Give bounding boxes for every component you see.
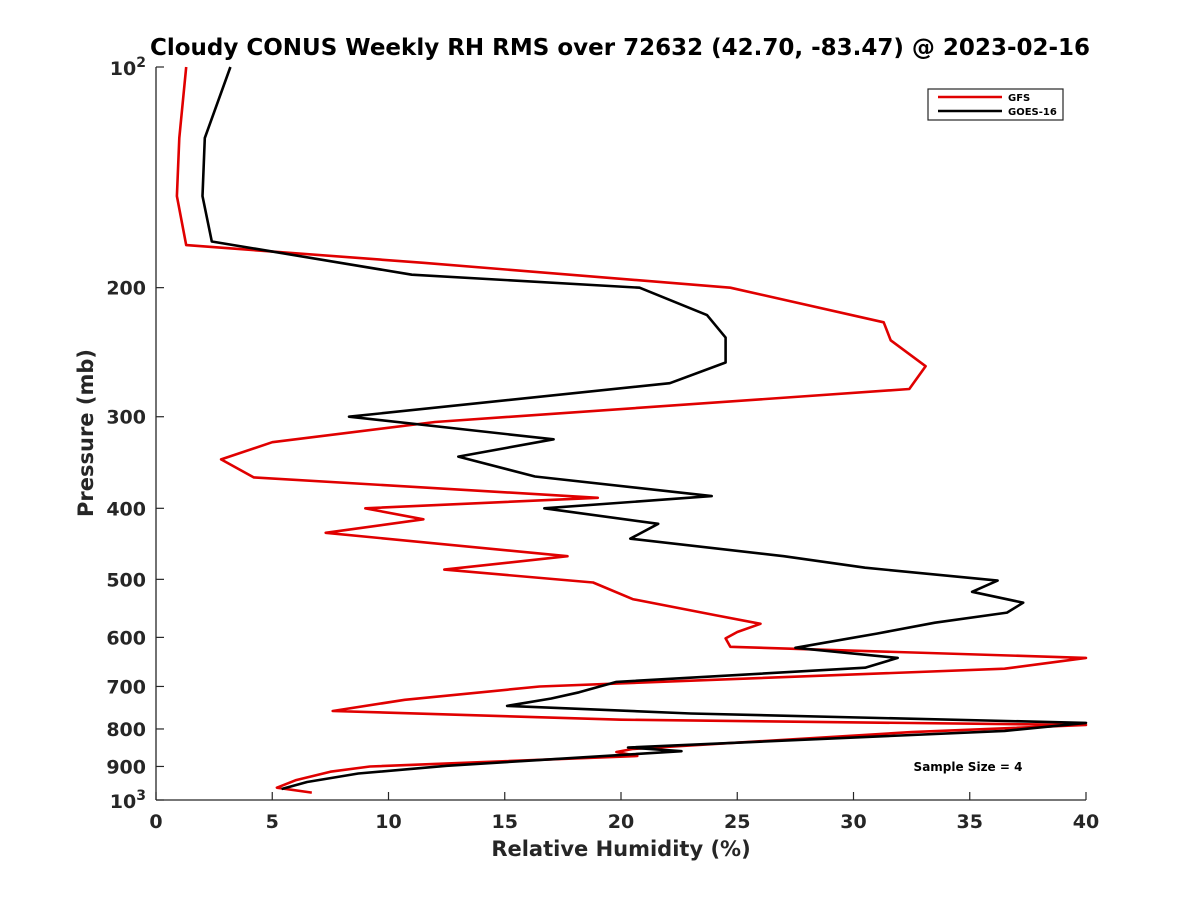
y-tick-label: 102	[110, 55, 146, 80]
x-tick-label: 20	[608, 811, 634, 833]
legend-label-gfs: GFS	[1008, 93, 1030, 104]
x-tick-label: 35	[957, 811, 983, 833]
x-tick-label: 5	[266, 811, 279, 833]
sample-size-annotation: Sample Size = 4	[914, 760, 1023, 774]
legend-label-goes16: GOES-16	[1008, 107, 1057, 118]
y-tick-label: 700	[106, 676, 146, 698]
x-tick-label: 30	[840, 811, 866, 833]
x-tick-label: 0	[149, 811, 162, 833]
y-tick-label: 300	[106, 407, 146, 429]
x-tick-label: 10	[375, 811, 401, 833]
series-line-goes-16	[201, 66, 1088, 791]
y-tick-label: 103	[110, 788, 146, 813]
y-tick-label: 200	[106, 278, 146, 300]
x-tick-label: 25	[724, 811, 750, 833]
y-axis-label: Pressure (mb)	[74, 349, 98, 517]
plot-area: 0 5 10 15 20 25 30 35 40 102 200 300 400 500 600 700 80…	[106, 55, 1099, 833]
x-axis-ticks: 0 5 10 15 20 25 30 35 40	[149, 792, 1099, 833]
y-tick-label: 500	[106, 569, 146, 591]
legend-box	[927, 88, 1064, 121]
x-tick-label: 40	[1073, 811, 1099, 833]
y-tick-label: 400	[106, 498, 146, 520]
y-tick-label: 900	[106, 756, 146, 778]
y-tick-label: 600	[106, 627, 146, 649]
y-axis-ticks: 102 200 300 400 500 600 700 800 900 103	[106, 55, 164, 813]
x-axis-label: Relative Humidity (%)	[491, 837, 750, 861]
chart-title: Cloudy CONUS Weekly RH RMS over 72632 (4…	[150, 35, 1090, 61]
series-layer	[175, 66, 1088, 794]
legend: GFS GOES-16	[927, 88, 1064, 121]
y-tick-label: 800	[106, 719, 146, 741]
x-tick-label: 15	[492, 811, 518, 833]
